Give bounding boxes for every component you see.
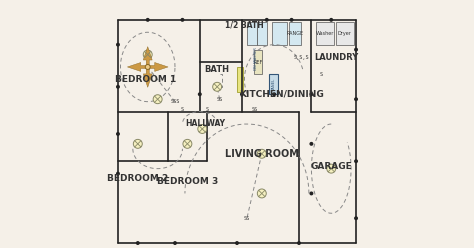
- Circle shape: [136, 241, 140, 245]
- Bar: [255, 50, 262, 74]
- Circle shape: [181, 18, 184, 22]
- Circle shape: [198, 124, 207, 133]
- Bar: [272, 22, 287, 45]
- Text: S: S: [320, 72, 323, 77]
- Circle shape: [354, 48, 358, 52]
- Text: BATH: BATH: [205, 65, 230, 74]
- Text: Dryer: Dryer: [338, 31, 352, 36]
- Circle shape: [272, 92, 276, 96]
- Circle shape: [240, 92, 244, 96]
- Circle shape: [310, 92, 313, 96]
- Bar: [289, 22, 301, 45]
- Text: 1/2 BATH: 1/2 BATH: [225, 20, 264, 29]
- Text: REF: REF: [254, 60, 263, 64]
- Circle shape: [143, 50, 152, 59]
- Bar: [336, 22, 354, 45]
- Bar: [316, 22, 334, 45]
- Text: LIVING ROOM: LIVING ROOM: [225, 149, 299, 159]
- Text: SS: SS: [217, 97, 223, 102]
- Circle shape: [173, 241, 177, 245]
- Text: GARAGE: GARAGE: [310, 162, 352, 171]
- Text: Washer: Washer: [316, 31, 334, 36]
- Circle shape: [116, 172, 120, 176]
- Circle shape: [297, 241, 301, 245]
- Circle shape: [310, 191, 313, 195]
- Circle shape: [183, 139, 192, 148]
- Text: S: S: [206, 107, 209, 112]
- FancyArrow shape: [148, 62, 168, 71]
- Circle shape: [329, 18, 333, 22]
- Circle shape: [354, 216, 358, 220]
- Text: LAUNDRY: LAUNDRY: [314, 53, 358, 62]
- Text: BEDROOM 2: BEDROOM 2: [107, 174, 168, 183]
- Circle shape: [235, 241, 239, 245]
- Text: SS: SS: [244, 216, 250, 221]
- Circle shape: [265, 18, 269, 22]
- Bar: [257, 22, 267, 45]
- Text: SSS: SSS: [170, 99, 180, 104]
- Circle shape: [354, 97, 358, 101]
- Text: BEDROOM 3: BEDROOM 3: [157, 177, 218, 186]
- Circle shape: [310, 142, 313, 146]
- Text: KITCHEN/DINING: KITCHEN/DINING: [239, 90, 324, 99]
- Text: RANGE: RANGE: [287, 31, 304, 36]
- Bar: [269, 74, 278, 94]
- Circle shape: [257, 189, 266, 198]
- Circle shape: [257, 149, 266, 158]
- Text: HALLWAY: HALLWAY: [185, 120, 225, 128]
- Circle shape: [116, 85, 120, 89]
- Circle shape: [133, 139, 142, 148]
- Circle shape: [116, 43, 120, 47]
- Circle shape: [145, 64, 150, 69]
- Text: S,S,S: S,S,S: [294, 55, 310, 60]
- Text: S: S: [181, 107, 184, 112]
- Text: PANEL: PANEL: [272, 78, 276, 91]
- Circle shape: [198, 92, 202, 96]
- Text: DISHWASHER: DISHWASHER: [254, 46, 257, 70]
- Bar: [237, 67, 243, 92]
- Text: SS: SS: [251, 107, 257, 112]
- Circle shape: [116, 132, 120, 136]
- Circle shape: [290, 18, 293, 22]
- Text: BEDROOM 1: BEDROOM 1: [115, 75, 176, 84]
- Circle shape: [327, 164, 336, 173]
- Circle shape: [213, 82, 222, 91]
- FancyArrow shape: [128, 62, 148, 71]
- Circle shape: [153, 95, 162, 104]
- FancyArrow shape: [143, 67, 152, 87]
- Circle shape: [146, 18, 150, 22]
- Circle shape: [354, 159, 358, 163]
- Bar: [247, 22, 257, 45]
- FancyArrow shape: [143, 47, 152, 67]
